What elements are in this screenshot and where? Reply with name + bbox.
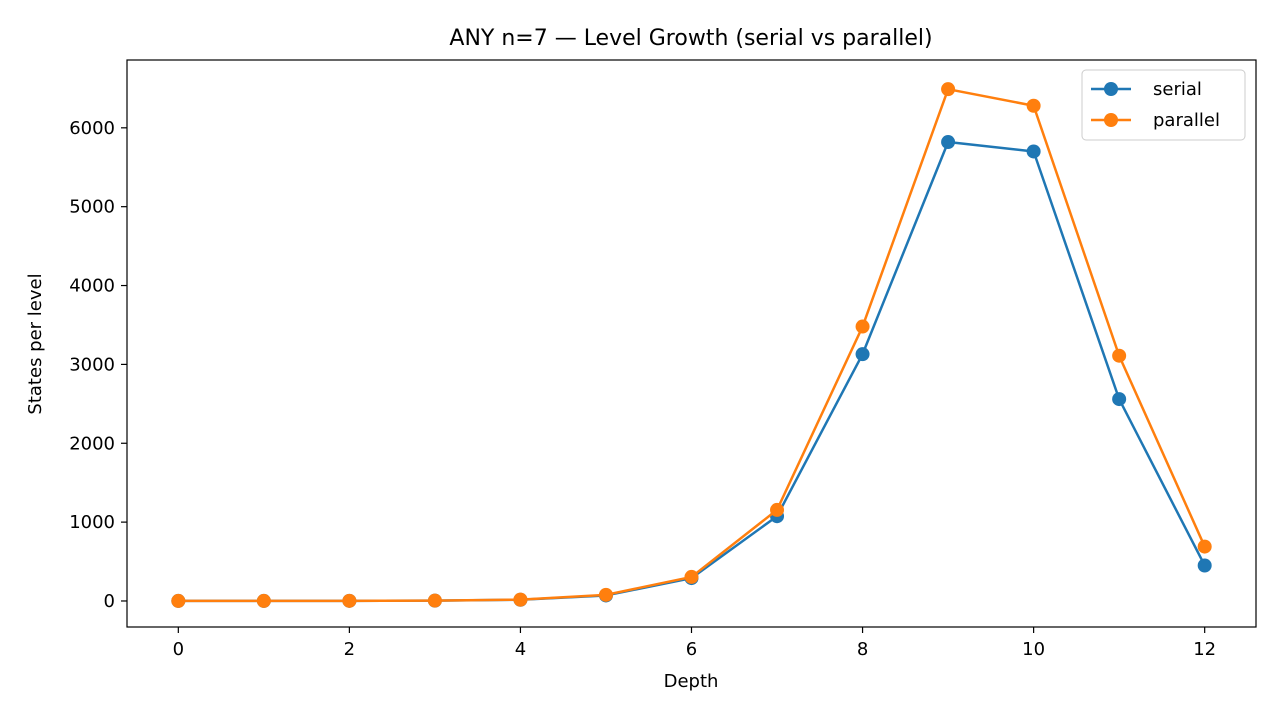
y-tick-label: 1000 (69, 512, 115, 533)
legend-parallel-marker (1104, 113, 1118, 127)
y-tick-label: 4000 (69, 276, 115, 297)
series-serial-point (1197, 558, 1212, 573)
y-axis-ticks: 0 1000 2000 3000 4000 5000 6000 (69, 118, 127, 612)
series-parallel-point (855, 319, 870, 334)
x-tick-label: 4 (515, 639, 526, 660)
series-parallel-point (171, 593, 186, 608)
plot-frame (126, 59, 1257, 628)
x-tick-label: 6 (686, 639, 697, 660)
legend-serial-label: serial (1153, 79, 1202, 100)
series-layer (171, 82, 1212, 608)
series-parallel-point (1026, 98, 1041, 113)
y-tick-label: 0 (104, 591, 115, 612)
series-serial-point (1026, 144, 1041, 159)
legend-serial-marker (1104, 82, 1118, 96)
x-axis-ticks: 0 2 4 6 8 10 12 (173, 627, 1216, 660)
series-parallel-point (513, 592, 528, 607)
x-tick-label: 8 (857, 639, 868, 660)
series-parallel-point (427, 593, 442, 608)
x-tick-label: 12 (1193, 639, 1216, 660)
series-serial-point (941, 135, 956, 150)
y-tick-label: 6000 (69, 118, 115, 139)
series-serial-point (1112, 392, 1127, 407)
series-parallel-point (598, 587, 613, 602)
plot-area (127, 60, 1256, 627)
x-axis-label: Depth (664, 671, 719, 692)
series-parallel-point (941, 82, 956, 97)
legend-box (1081, 69, 1246, 141)
series-parallel (171, 82, 1212, 608)
chart-title: ANY n=7 — Level Growth (serial vs parall… (449, 26, 932, 51)
x-tick-label: 2 (344, 639, 355, 660)
series-parallel-point (1197, 539, 1212, 554)
series-parallel-point (256, 593, 271, 608)
x-tick-label: 0 (173, 639, 184, 660)
series-parallel-point (684, 569, 699, 584)
legend-parallel-label: parallel (1153, 110, 1220, 131)
y-tick-label: 2000 (69, 433, 115, 454)
y-axis-label: States per level (25, 273, 46, 414)
x-tick-label: 10 (1022, 639, 1045, 660)
series-parallel-point (342, 593, 357, 608)
series-parallel-point (1112, 348, 1127, 363)
y-tick-label: 5000 (69, 197, 115, 218)
y-tick-label: 3000 (69, 354, 115, 375)
series-serial-point (855, 347, 870, 362)
series-parallel-point (770, 502, 785, 517)
legend: serial parallel (1081, 69, 1246, 141)
